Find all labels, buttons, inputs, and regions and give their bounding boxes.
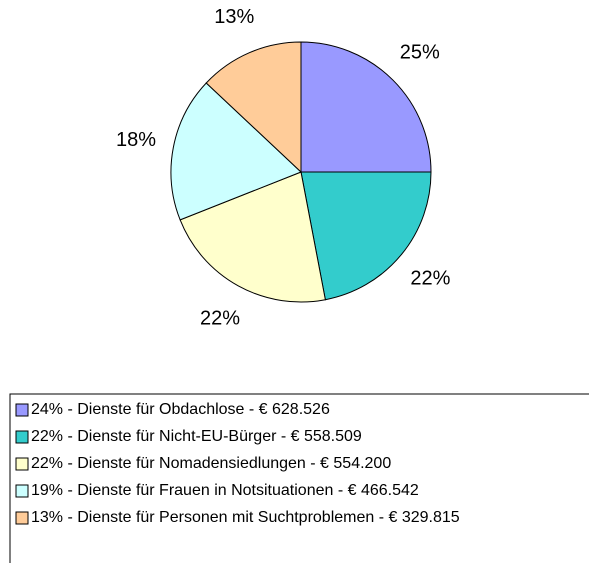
pie-slice <box>300 171 432 301</box>
legend-swatch <box>15 457 29 471</box>
legend-label: 24% - Dienste für Obdachlose - € 628.526 <box>31 401 330 418</box>
legend-swatch <box>15 484 29 498</box>
legend-label: 13% - Dienste für Personen mit Suchtprob… <box>31 509 460 526</box>
pie-slice <box>300 41 432 173</box>
legend-swatch <box>15 511 29 525</box>
legend-label: 22% - Dienste für Nomadensiedlungen - € … <box>31 455 391 472</box>
slice-label: 22% <box>200 308 240 330</box>
slice-label: 13% <box>214 6 254 28</box>
legend-swatch <box>15 430 29 444</box>
legend-label: 19% - Dienste für Frauen in Notsituation… <box>31 482 419 499</box>
legend-box <box>9 393 589 563</box>
slice-label: 18% <box>116 129 156 151</box>
pie-slice <box>179 171 326 303</box>
legend-label: 22% - Dienste für Nicht-EU-Bürger - € 55… <box>31 428 362 445</box>
legend-swatch <box>15 403 29 417</box>
slice-label: 25% <box>400 41 440 63</box>
pie-slice <box>205 41 302 174</box>
slice-label: 22% <box>410 267 450 289</box>
pie-slice <box>170 82 302 221</box>
